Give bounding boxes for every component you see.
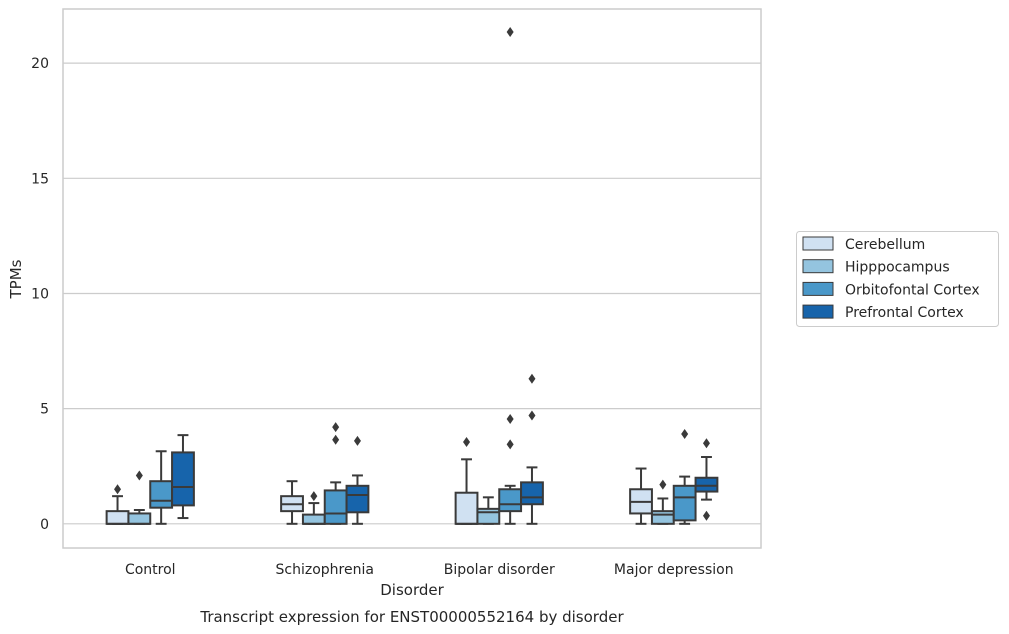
legend-label: Hipppocampus bbox=[845, 260, 950, 276]
y-tick-label: 5 bbox=[40, 402, 49, 418]
box-prefrontal-cortex bbox=[171, 434, 195, 520]
box-orbitofontal-cortex bbox=[323, 422, 348, 525]
box-series bbox=[105, 27, 719, 525]
iqr-box bbox=[694, 476, 719, 493]
box-orbitofontal-cortex bbox=[672, 428, 697, 525]
box-orbitofontal-cortex bbox=[498, 27, 523, 525]
x-tick-label: Major depression bbox=[614, 562, 734, 578]
outlier-point bbox=[702, 438, 710, 449]
iqr-box bbox=[149, 480, 174, 509]
box-cerebellum bbox=[280, 480, 304, 525]
box-orbitofontal-cortex bbox=[149, 450, 174, 525]
outlier-point bbox=[702, 510, 710, 521]
iqr-box bbox=[171, 451, 195, 507]
plot-frame bbox=[62, 8, 762, 549]
axes: 0 5 10 15 20 Control Schizophrenia Bipolar diso… bbox=[31, 56, 733, 578]
legend-label: Prefrontal Cortex bbox=[845, 305, 964, 321]
iqr-box bbox=[301, 513, 326, 525]
iqr-box bbox=[476, 507, 501, 525]
outlier-point bbox=[353, 435, 361, 446]
box-prefrontal-cortex bbox=[520, 373, 544, 525]
legend-swatch bbox=[802, 236, 834, 251]
outlier-point bbox=[528, 410, 536, 421]
box-cerebellum bbox=[454, 437, 479, 525]
iqr-box bbox=[323, 489, 348, 525]
box-hipppocampus bbox=[476, 496, 501, 525]
outlier-point bbox=[332, 434, 340, 445]
iqr-box bbox=[520, 481, 544, 506]
box-prefrontal-cortex bbox=[694, 438, 719, 521]
outlier-point bbox=[528, 373, 536, 384]
iqr-box bbox=[672, 484, 697, 522]
outlier-point bbox=[114, 484, 122, 495]
outlier-point bbox=[135, 470, 143, 481]
legend-swatch bbox=[802, 281, 834, 296]
iqr-box bbox=[345, 484, 370, 514]
legend: Cerebellum Hipppocampus Orbitofontal Corte… bbox=[796, 231, 999, 327]
chart-caption: Transcript expression for ENST0000055216… bbox=[199, 608, 624, 626]
y-tick-label: 10 bbox=[31, 286, 49, 302]
y-axis-title: TPMs bbox=[7, 259, 25, 299]
iqr-box bbox=[498, 488, 523, 513]
y-tick-label: 0 bbox=[40, 517, 49, 533]
gridlines bbox=[63, 62, 761, 525]
x-tick-label: Control bbox=[125, 562, 176, 578]
y-tick-label: 15 bbox=[31, 171, 49, 187]
x-tick-label: Bipolar disorder bbox=[444, 562, 555, 578]
box-cerebellum bbox=[629, 467, 653, 525]
outlier-point bbox=[310, 491, 318, 502]
outlier-point bbox=[681, 428, 689, 439]
box-hipppocampus bbox=[650, 479, 675, 525]
legend-swatch bbox=[802, 304, 834, 319]
box-prefrontal-cortex bbox=[345, 435, 370, 525]
outlier-point bbox=[659, 479, 667, 490]
y-tick-label: 20 bbox=[31, 56, 49, 72]
iqr-box bbox=[650, 510, 675, 525]
iqr-box bbox=[454, 491, 479, 525]
box-hipppocampus bbox=[301, 491, 326, 525]
x-tick-label: Schizophrenia bbox=[276, 562, 374, 578]
iqr-box bbox=[105, 510, 130, 525]
iqr-box bbox=[127, 512, 152, 525]
outlier-point bbox=[506, 27, 514, 38]
outlier-point bbox=[506, 439, 514, 450]
outlier-point bbox=[506, 414, 514, 425]
outlier-point bbox=[332, 422, 340, 433]
legend-label: Cerebellum bbox=[845, 237, 925, 253]
box-cerebellum bbox=[105, 484, 130, 525]
outlier-point bbox=[463, 437, 471, 448]
box-hipppocampus bbox=[127, 470, 152, 525]
legend-label: Orbitofontal Cortex bbox=[845, 282, 980, 298]
legend-swatch bbox=[802, 259, 834, 274]
x-axis-title: Disorder bbox=[380, 581, 444, 599]
legend-frame bbox=[796, 231, 999, 327]
